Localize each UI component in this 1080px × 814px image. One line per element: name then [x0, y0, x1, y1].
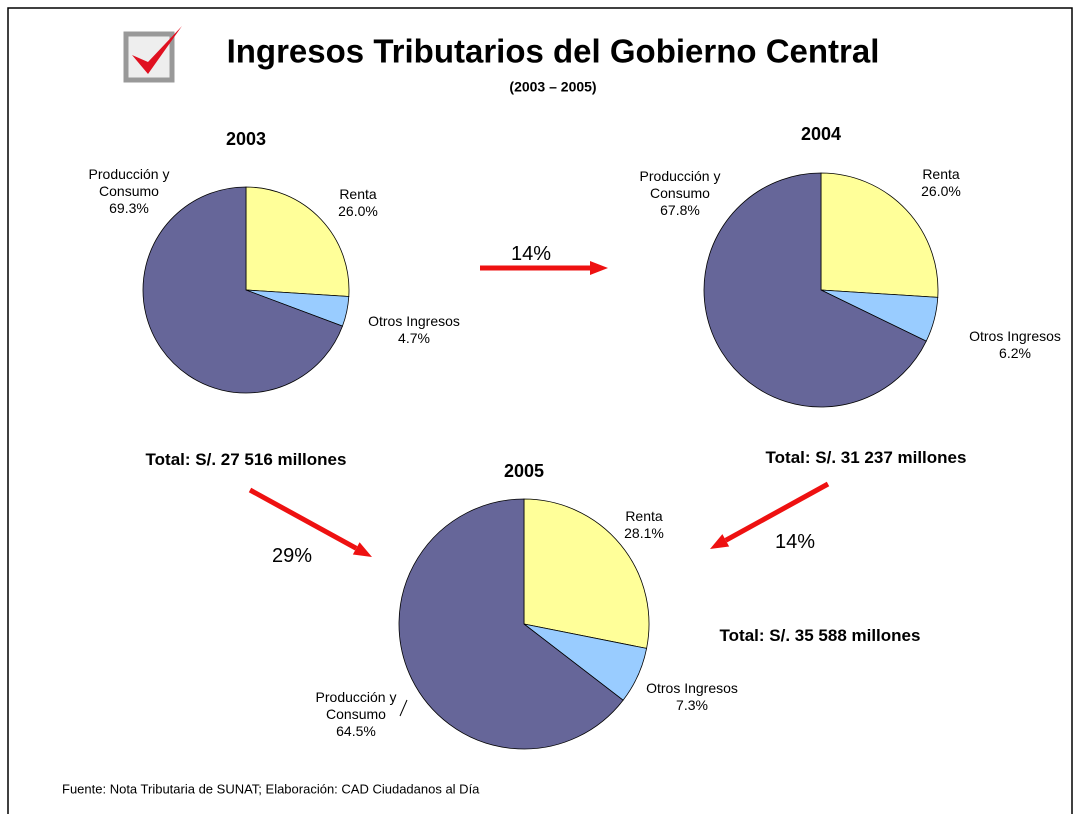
slice-label: Otros Ingresos: [646, 680, 738, 696]
slice-label: Renta: [922, 166, 960, 182]
slice-label: Producción y Consumo: [639, 168, 721, 201]
growth-label: 14%: [510, 243, 552, 265]
check-icon: [123, 26, 182, 83]
pie-slice: [703, 172, 927, 408]
pie-title: 2004: [800, 124, 842, 144]
growth-label: 14%: [774, 531, 816, 553]
frame: [7, 7, 1073, 814]
slice-value: 67.8%: [660, 202, 700, 218]
slice-label: Producción y Consumo: [315, 689, 397, 722]
slice-label: Otros Ingresos: [969, 328, 1061, 344]
pie-slice: [820, 172, 939, 298]
pie-slice: [523, 498, 650, 649]
source: Fuente: Nota Tributaria de SUNAT; Elabor…: [62, 781, 480, 796]
pie-slice: [398, 498, 624, 750]
pie-slice: [142, 186, 343, 394]
slice-label: Renta: [339, 186, 377, 202]
arrow-head: [710, 534, 730, 549]
pie-title: 2003: [225, 129, 267, 149]
arrow-shaft: [248, 487, 358, 551]
slice-value: 26.0%: [338, 203, 378, 219]
slice-label: Otros Ingresos: [368, 313, 460, 329]
slice-value: 7.3%: [676, 697, 708, 713]
slice-label: Producción y Consumo: [88, 166, 170, 199]
subtitle: (2003 – 2005): [509, 79, 596, 95]
slice-value: 69.3%: [109, 200, 149, 216]
arrow-head: [352, 542, 372, 557]
slice-value: 4.7%: [398, 330, 430, 346]
pie-slice: [245, 186, 350, 297]
pie-title: 2005: [503, 461, 545, 481]
pie-total: Total: S/. 27 516 millones: [145, 450, 347, 469]
slice-value: 64.5%: [336, 723, 376, 739]
pie-total: Total: S/. 31 237 millones: [765, 448, 967, 467]
growth-label: 29%: [271, 545, 313, 567]
slice-value: 26.0%: [921, 183, 961, 199]
arrow-head: [590, 261, 608, 275]
leader-line: [399, 699, 408, 717]
title: Ingresos Tributarios del Gobierno Centra…: [227, 33, 880, 70]
arrow-shaft: [724, 481, 830, 543]
slice-value: 28.1%: [624, 525, 664, 541]
pie-total: Total: S/. 35 588 millones: [719, 626, 921, 645]
slice-label: Renta: [625, 508, 663, 524]
slice-value: 6.2%: [999, 345, 1031, 361]
